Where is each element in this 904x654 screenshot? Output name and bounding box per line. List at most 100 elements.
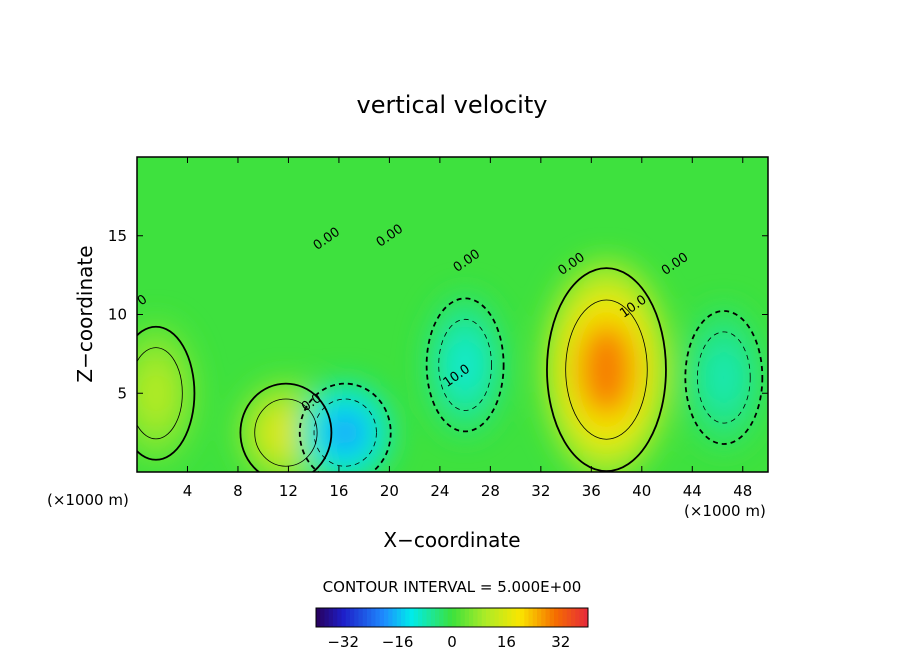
colorbar-cell-37 (473, 608, 478, 627)
field-band-0-2 (579, 323, 634, 417)
colorbar-cell-8 (350, 608, 355, 627)
colorbar-cell-19 (396, 608, 402, 627)
colorbar-cell-16 (384, 608, 389, 627)
colorbar-cell-51 (532, 608, 538, 627)
x-tick-label-11: 48 (733, 482, 752, 500)
colorbar-cell-56 (554, 608, 559, 627)
contour-line-5-0 (684, 310, 764, 445)
x-tick-label-8: 36 (582, 482, 601, 500)
x-tick-label-4: 20 (380, 482, 399, 500)
colorbar-cell-24 (418, 608, 423, 627)
colorbar-cell-13 (371, 608, 376, 627)
colorbar-frame (315, 607, 589, 628)
colorbar-cell-46 (511, 608, 517, 627)
field-band-4-2 (447, 334, 483, 396)
contour-line-5-1 (697, 331, 751, 424)
colorbar-cell-54 (545, 608, 551, 627)
y-tick-label-2: 15 (108, 227, 127, 245)
x-tick-label-9: 40 (632, 482, 651, 500)
colorbar-cell-34 (460, 608, 466, 627)
colorbar-cell-61 (575, 608, 580, 627)
colorbar-tick-label-0: −32 (327, 633, 359, 651)
colorbar-cell-20 (401, 608, 406, 627)
colorbar-cell-35 (464, 608, 470, 627)
contour-interval: CONTOUR INTERVAL = 5.000E+00 (323, 578, 582, 596)
contour-line-2-0 (137, 325, 196, 461)
x-tick-label-7: 32 (531, 482, 550, 500)
colorbar-cell-63 (583, 608, 589, 627)
x-tick-label-6: 28 (481, 482, 500, 500)
contour-line-1-0 (239, 382, 333, 472)
colorbar-cell-29 (439, 608, 444, 627)
colorbar-cell-50 (528, 608, 534, 627)
colorbar-cell-44 (503, 608, 508, 627)
colorbar-cell-53 (541, 608, 546, 627)
colorbar-tick-label-1: −16 (382, 633, 414, 651)
x-unit-left: (×1000 m) (47, 491, 129, 509)
colorbar (316, 608, 589, 627)
colorbar-cell-42 (494, 608, 500, 627)
contour-line-0-0 (546, 267, 667, 472)
field-band-3-2 (324, 410, 367, 456)
colorbar-cell-40 (486, 608, 491, 627)
contour-line-1-1 (254, 398, 318, 467)
colorbar-cell-11 (362, 608, 368, 627)
colorbar-tick-label-4: 32 (551, 633, 570, 651)
colorbar-cell-49 (524, 608, 529, 627)
colorbar-cell-1 (320, 608, 325, 627)
colorbar-cell-6 (341, 608, 347, 627)
colorbar-cell-38 (477, 608, 483, 627)
field-band-5-2 (706, 347, 742, 408)
colorbar-cell-52 (537, 608, 542, 627)
colorbar-tick-label-2: 0 (447, 633, 457, 651)
colorbar-cell-0 (316, 608, 321, 627)
colorbar-cell-25 (422, 608, 427, 627)
colorbar-cell-4 (333, 608, 338, 627)
colorbar-cell-58 (562, 608, 568, 627)
colorbar-cell-27 (430, 608, 436, 627)
colorbar-cell-48 (520, 608, 525, 627)
x-tick-label-3: 16 (329, 482, 348, 500)
colorbar-cell-12 (367, 608, 372, 627)
colorbar-cell-7 (345, 608, 351, 627)
colorbar-cell-33 (456, 608, 461, 627)
chart-title: vertical velocity (357, 91, 548, 119)
colorbar-cell-32 (452, 608, 457, 627)
colorbar-cell-30 (443, 608, 449, 627)
colorbar-cell-9 (354, 608, 359, 627)
y-tick-label-1: 10 (108, 306, 127, 324)
colorbar-cell-28 (435, 608, 440, 627)
x-tick-label-1: 8 (233, 482, 243, 500)
colorbar-cell-41 (490, 608, 495, 627)
colorbar-cell-15 (379, 608, 385, 627)
x-tick-label-2: 12 (279, 482, 298, 500)
colorbar-cell-17 (388, 608, 393, 627)
x-tick-label-10: 44 (683, 482, 702, 500)
colorbar-cell-43 (498, 608, 504, 627)
colorbar-tick-label-3: 16 (497, 633, 516, 651)
colorbar-cell-45 (507, 608, 512, 627)
colorbar-cell-21 (405, 608, 410, 627)
x-tick-label-0: 4 (183, 482, 193, 500)
colorbar-cell-10 (358, 608, 364, 627)
colorbar-cell-36 (469, 608, 474, 627)
colorbar-cell-57 (558, 608, 563, 627)
colorbar-cell-62 (579, 608, 585, 627)
colorbar-cell-5 (337, 608, 342, 627)
colorbar-cell-59 (566, 608, 572, 627)
field-band-1-2 (265, 410, 307, 456)
y-axis-label: Z−coordinate (73, 245, 97, 382)
x-axis-label: X−coordinate (383, 528, 520, 552)
colorbar-cell-3 (328, 608, 334, 627)
colorbar-cell-23 (413, 608, 419, 627)
colorbar-cell-47 (515, 608, 521, 627)
x-unit-right: (×1000 m) (684, 502, 766, 520)
colorbar-cell-2 (324, 608, 330, 627)
colorbar-cell-60 (571, 608, 576, 627)
y-tick-label-0: 5 (117, 384, 127, 402)
colorbar-cell-22 (409, 608, 415, 627)
colorbar-cell-55 (549, 608, 555, 627)
colorbar-cell-31 (447, 608, 453, 627)
x-tick-label-5: 24 (430, 482, 449, 500)
